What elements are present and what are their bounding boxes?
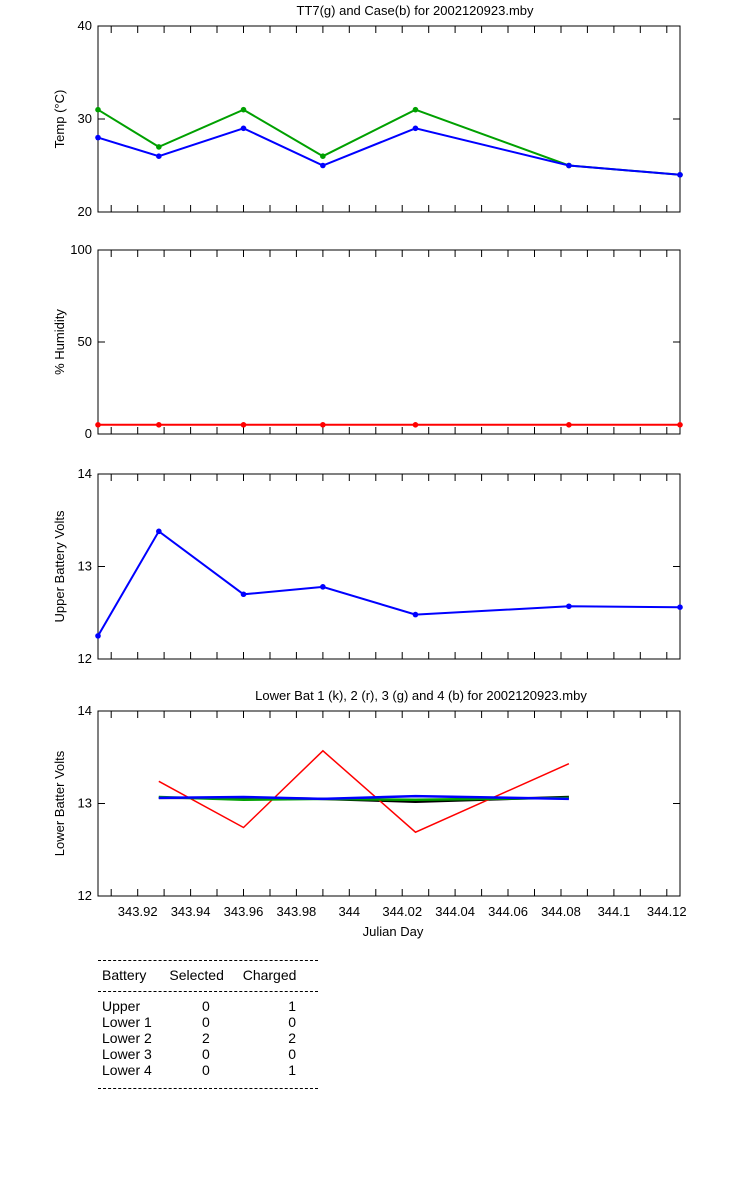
data-point <box>156 144 162 150</box>
y-tick-label: 13 <box>78 559 92 574</box>
x-tick-label: 343.98 <box>277 904 317 919</box>
y-tick-label: 0 <box>85 426 92 441</box>
y-tick-label: 40 <box>78 18 92 33</box>
table-row: Lower 2 2 2 <box>98 1030 318 1046</box>
x-tick-label: 344.1 <box>598 904 631 919</box>
cell-charged: 0 <box>288 1014 297 1030</box>
table-row: Lower 1 0 0 <box>98 1014 318 1030</box>
y-axis-label: Temp (°C) <box>52 90 67 149</box>
header-selected: Selected <box>169 967 224 983</box>
data-point <box>320 162 326 169</box>
chart-title: TT7(g) and Case(b) for 2002120923.mby <box>296 3 534 18</box>
y-tick-label: 12 <box>78 651 92 666</box>
data-point <box>156 528 162 535</box>
header-charged: Charged <box>242 967 297 983</box>
data-point <box>156 153 162 159</box>
y-tick-label: 14 <box>78 466 92 481</box>
cell-selected: 0 <box>202 998 210 1014</box>
data-point <box>240 591 247 598</box>
table-header-row: Battery Selected Charged <box>98 961 318 991</box>
cell-charged: 1 <box>288 998 297 1014</box>
data-point <box>677 422 683 428</box>
data-point <box>240 422 247 428</box>
series-line <box>97 529 681 637</box>
x-tick-label: 343.92 <box>118 904 158 919</box>
cell-charged: 1 <box>288 1062 297 1078</box>
cell-charged: 2 <box>288 1030 297 1046</box>
data-point <box>95 134 101 141</box>
x-tick-label: 343.96 <box>224 904 264 919</box>
table-row: Lower 3 0 0 <box>98 1046 318 1062</box>
chart-title: Lower Bat 1 (k), 2 (r), 3 (g) and 4 (b) … <box>255 688 587 703</box>
x-tick-label: 344.06 <box>488 904 528 919</box>
data-point <box>240 125 247 132</box>
cell-battery: Upper <box>102 998 141 1014</box>
series-line <box>97 108 681 176</box>
data-point <box>677 172 683 178</box>
data-point <box>412 125 419 132</box>
data-point <box>566 422 572 428</box>
cell-battery: Lower 2 <box>102 1030 152 1046</box>
y-tick-label: 20 <box>78 204 92 219</box>
data-point <box>95 633 101 639</box>
cell-battery: Lower 4 <box>102 1062 152 1078</box>
table-row: Upper 0 1 <box>98 998 318 1014</box>
data-point <box>156 422 162 428</box>
table-rule-top <box>98 960 318 961</box>
cell-charged: 0 <box>288 1046 297 1062</box>
x-tick-label: 343.94 <box>171 904 211 919</box>
cell-selected: 0 <box>202 1062 210 1078</box>
x-tick-label: 344 <box>338 904 360 919</box>
x-tick-label: 344.12 <box>647 904 687 919</box>
table-row: Lower 4 0 1 <box>98 1062 318 1078</box>
y-tick-label: 30 <box>78 111 92 126</box>
y-tick-label: 14 <box>78 703 92 718</box>
data-point <box>320 153 326 159</box>
data-point <box>320 422 326 428</box>
plot-frame <box>97 710 681 897</box>
header-battery: Battery <box>102 967 147 983</box>
cell-selected: 2 <box>202 1030 210 1046</box>
y-tick-label: 100 <box>70 242 92 257</box>
data-point <box>412 106 419 113</box>
cell-selected: 0 <box>202 1014 210 1030</box>
data-point <box>566 603 572 610</box>
data-point <box>95 422 101 428</box>
x-axis-label: Julian Day <box>363 924 424 939</box>
y-axis-label: Upper Battery Volts <box>52 510 67 622</box>
battery-status-table: Battery Selected Charged Upper 0 1 Lower… <box>98 960 318 1089</box>
data-point <box>677 604 683 610</box>
cell-battery: Lower 3 <box>102 1046 152 1062</box>
x-tick-label: 344.08 <box>541 904 581 919</box>
plot-frame <box>97 473 681 660</box>
data-point <box>566 162 572 169</box>
cell-battery: Lower 1 <box>102 1014 152 1030</box>
table-rule-mid <box>98 991 318 992</box>
data-point <box>412 611 419 618</box>
y-tick-label: 50 <box>78 334 92 349</box>
y-axis-label: % Humidity <box>52 309 67 375</box>
data-point <box>320 584 326 590</box>
charts-canvas: 20 30 40 Temp (°C) TT7(g) and Case(b) for 20… <box>52 3 687 939</box>
data-point <box>412 422 419 428</box>
data-point <box>240 106 247 113</box>
series-line <box>158 794 569 801</box>
cell-selected: 0 <box>202 1046 210 1062</box>
x-tick-label: 344.04 <box>435 904 475 919</box>
x-tick-label: 344.02 <box>382 904 422 919</box>
plot-frame <box>97 25 681 213</box>
data-point <box>95 106 101 113</box>
y-tick-label: 13 <box>78 796 92 811</box>
series-line <box>158 749 570 834</box>
plot-frame <box>97 249 681 435</box>
table-body: Upper 0 1 Lower 1 0 0 Lower 2 2 2 Lower … <box>98 992 318 1088</box>
table-rule-bottom <box>98 1088 318 1089</box>
y-tick-label: 12 <box>78 888 92 903</box>
y-axis-label: Lower Batter Volts <box>52 750 67 856</box>
